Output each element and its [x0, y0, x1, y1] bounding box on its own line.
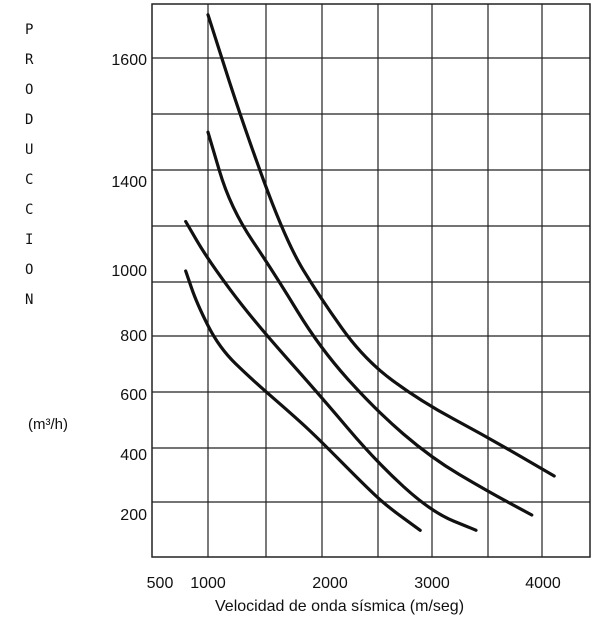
y-label-letter-i: I: [25, 232, 34, 248]
y-tick-label: 1000: [111, 263, 147, 280]
y-tick-label: 600: [120, 387, 147, 404]
series-curve-4: [206, 13, 556, 478]
series-curve-3: [206, 130, 534, 517]
y-label-letter-n: N: [25, 292, 34, 308]
y-label-letter-o: O: [25, 82, 34, 98]
y-axis-unit: (m³/h): [28, 416, 68, 433]
x-axis-label: Velocidad de onda sísmica (m/seg): [215, 598, 465, 615]
y-label-letter-d: D: [25, 112, 34, 128]
x-tick-label: 2000: [312, 575, 348, 592]
plot-border: [151, 3, 591, 558]
y-label-letter-p: P: [25, 22, 34, 38]
y-label-letter-r: R: [25, 52, 34, 68]
y-tick-label: 1600: [111, 52, 147, 69]
x-tick-label: 500: [147, 575, 174, 592]
y-tick-label: 1400: [111, 174, 147, 191]
y-tick-label: 200: [120, 507, 147, 524]
series-curve-2: [184, 219, 478, 532]
y-label-letter-c2: C: [25, 202, 34, 218]
y-label-letter-c1: C: [25, 172, 34, 188]
x-tick-label: 1000: [190, 575, 226, 592]
tick-labels: 500 1000 2000 3000 4000 1600 1400 1000 800 600 400…: [111, 52, 560, 592]
y-label-letter-o2: O: [25, 262, 34, 278]
y-tick-label: 400: [120, 447, 147, 464]
series-curve-1: [184, 269, 422, 532]
grid: [151, 3, 591, 558]
x-tick-label: 4000: [525, 575, 561, 592]
y-label-letter-u: U: [25, 142, 34, 158]
x-tick-label: 3000: [414, 575, 450, 592]
series-curves: [184, 13, 556, 532]
y-tick-label: 800: [120, 328, 147, 345]
